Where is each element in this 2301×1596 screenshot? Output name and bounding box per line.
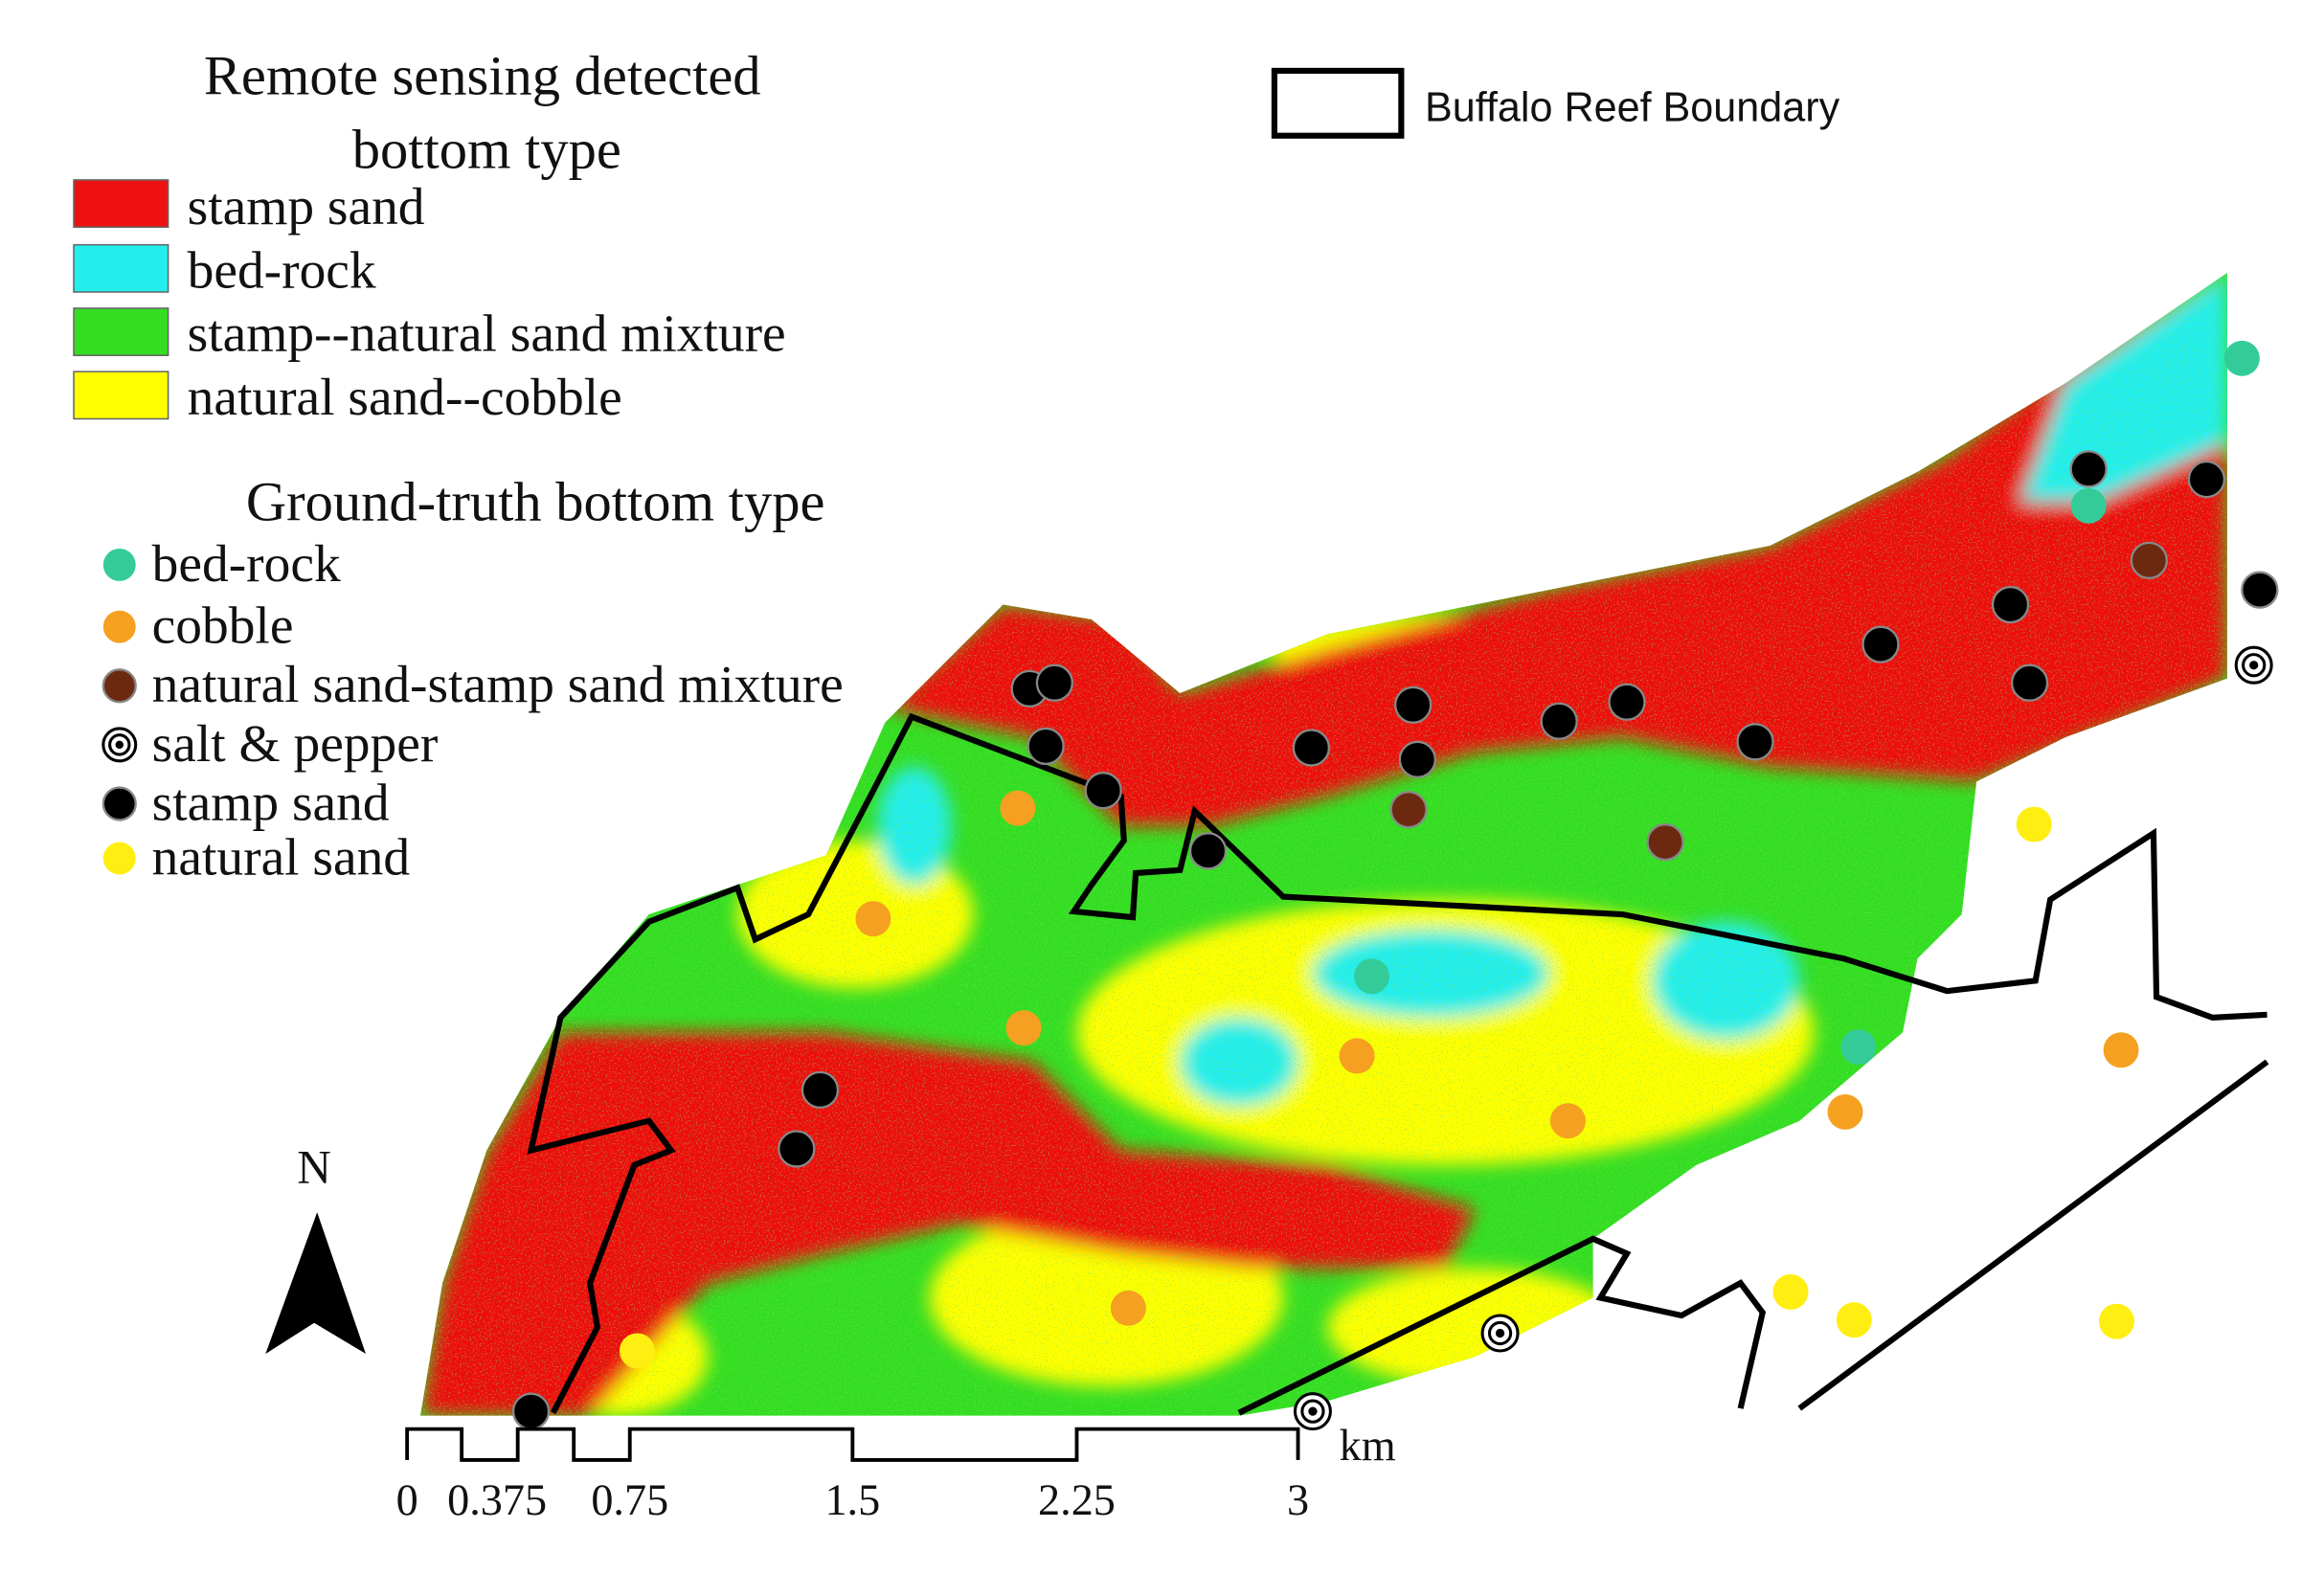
- marker: [1840, 1029, 1877, 1066]
- legend-label: natural sand-stamp sand mixture: [152, 655, 844, 713]
- scale-label: 3: [1287, 1475, 1309, 1524]
- marker: [2223, 340, 2260, 376]
- marker: [1827, 1093, 1863, 1130]
- marker: [2187, 460, 2226, 499]
- marker: [115, 740, 124, 750]
- marker: [1188, 832, 1228, 870]
- marker: [1035, 663, 1074, 702]
- marker: [855, 901, 891, 937]
- scale-label: 2.25: [1038, 1475, 1116, 1524]
- remote-legend: stamp sand bed-rock stamp--natural sand …: [73, 177, 786, 426]
- marker: [2249, 661, 2259, 670]
- scale-label: 0.75: [591, 1475, 668, 1524]
- legend-label: stamp--natural sand mixture: [188, 304, 786, 363]
- legend-label: natural sand--cobble: [188, 368, 622, 426]
- marker: [1540, 702, 1578, 740]
- boundary-swatch: [1271, 67, 1405, 139]
- ground-truth-points: [511, 340, 2279, 1431]
- north-arrow: [265, 1212, 367, 1355]
- marker: [2010, 663, 2049, 702]
- marker: [1339, 1038, 1375, 1074]
- legend-label: stamp sand: [188, 177, 425, 236]
- marker: [2069, 450, 2108, 488]
- marker: [102, 610, 136, 643]
- marker: [2098, 1303, 2134, 1339]
- marker: [2241, 571, 2279, 609]
- marker: [2070, 487, 2107, 524]
- marker: [1000, 790, 1036, 826]
- legend-label: stamp sand: [152, 773, 390, 831]
- legend-label: cobble: [152, 596, 294, 655]
- scale-label: 1.5: [824, 1475, 880, 1524]
- marker: [1736, 723, 1774, 761]
- scale-label: 0.375: [447, 1475, 547, 1524]
- marker: [1861, 625, 1900, 663]
- marker: [1398, 740, 1436, 778]
- scale-labels: km 0 0.375 0.75 1.5 2.25 3: [396, 1421, 1396, 1524]
- scale-label: 0: [396, 1475, 418, 1524]
- legend-label: salt & pepper: [152, 714, 439, 773]
- legend-title: bottom type: [352, 119, 621, 181]
- marker: [102, 786, 137, 821]
- marker: [511, 1392, 551, 1430]
- marker: [1608, 683, 1646, 721]
- marker: [778, 1130, 816, 1168]
- marker: [1389, 791, 1428, 829]
- bottom-type-raster: [420, 272, 2227, 1416]
- marker: [102, 668, 137, 704]
- marker: [2016, 806, 2052, 843]
- marker: [1308, 1406, 1318, 1416]
- marker: [2130, 541, 2168, 579]
- marker: [1549, 1103, 1586, 1139]
- legend-swatch: [73, 243, 169, 293]
- marker: [102, 842, 136, 875]
- marker: [2103, 1032, 2139, 1068]
- legend-label: natural sand: [152, 827, 411, 886]
- legend-label: bed-rock: [188, 240, 376, 299]
- marker: [619, 1333, 655, 1369]
- marker: [1005, 1010, 1042, 1046]
- marker: [108, 733, 131, 756]
- legend-label: bed-rock: [152, 534, 341, 593]
- marker: [1394, 686, 1432, 724]
- marker: [1354, 958, 1390, 995]
- legend-swatch: [73, 179, 169, 228]
- marker: [2242, 653, 2267, 678]
- reef-boundary: [527, 712, 2269, 1416]
- legend-swatch: [73, 307, 169, 357]
- marker: [102, 549, 136, 581]
- marker: [1991, 585, 2030, 624]
- boundary-label: Buffalo Reef Boundary: [1425, 84, 1840, 130]
- marker: [1836, 1302, 1872, 1338]
- marker: [801, 1070, 840, 1109]
- marker: [1292, 729, 1331, 767]
- legend-title: Ground-truth bottom type: [246, 471, 825, 533]
- marker: [1110, 1290, 1146, 1326]
- north-label: N: [297, 1140, 331, 1193]
- scale-unit: km: [1340, 1421, 1396, 1470]
- marker: [1487, 1320, 1513, 1346]
- marker: [1026, 727, 1065, 766]
- marker: [1646, 822, 1684, 862]
- marker: [1772, 1273, 1809, 1310]
- legend-swatch: [73, 371, 169, 420]
- legend-title: Remote sensing detected: [204, 45, 761, 107]
- marker: [1495, 1328, 1505, 1338]
- marker: [1084, 772, 1122, 810]
- marker: [1300, 1399, 1325, 1424]
- scale-bar: [405, 1427, 1300, 1462]
